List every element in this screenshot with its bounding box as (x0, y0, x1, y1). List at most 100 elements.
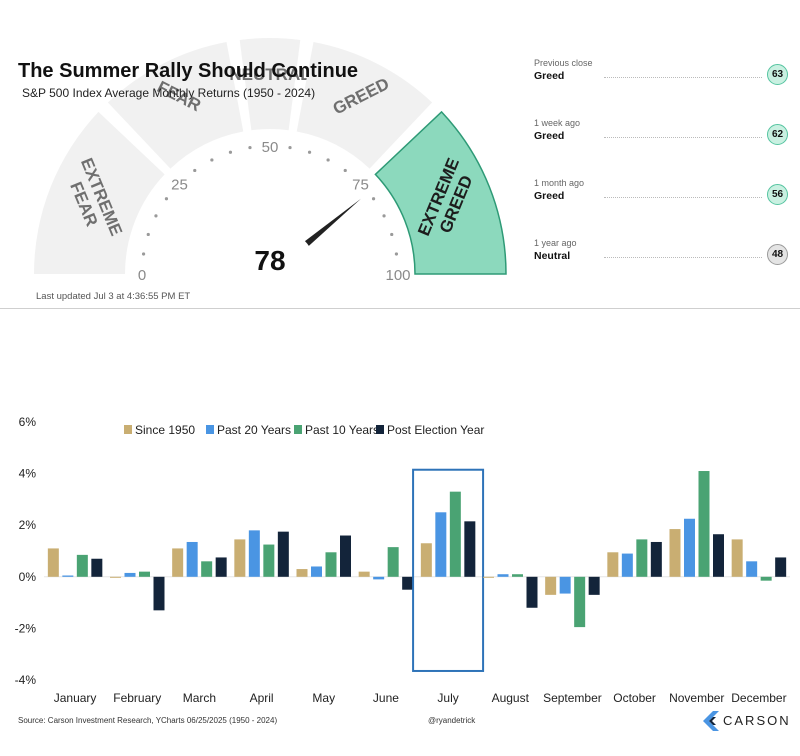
gauge-scale-dot (371, 197, 376, 201)
x-tick-label: July (437, 691, 458, 705)
bar-since-1950 (110, 576, 121, 578)
carson-logo-icon (703, 711, 719, 731)
bar-past-20-years (684, 518, 695, 577)
gauge-value: 78 (254, 245, 285, 276)
x-tick-label: October (613, 691, 656, 705)
history-leader-dots (604, 77, 762, 78)
y-tick-label: 4% (19, 467, 37, 481)
carson-logo-text: CARSON (723, 713, 791, 728)
x-tick-label: February (113, 691, 161, 705)
history-score-badge: 48 (767, 244, 788, 265)
x-tick-label: September (543, 691, 602, 705)
y-tick-label: -4% (15, 673, 37, 687)
bar-post-election-year (402, 576, 414, 590)
legend-label: Since 1950 (135, 423, 195, 437)
bar-past-10-years (512, 574, 523, 577)
chart-handle: @ryandetrick (428, 716, 476, 725)
gauge-tick-label: 0 (138, 267, 146, 284)
bar-past-20-years (435, 512, 447, 577)
chart-source: Source: Carson Investment Research, YCha… (18, 716, 278, 725)
bar-post-election-year (650, 541, 662, 577)
history-period: 1 week ago (534, 118, 581, 128)
bar-past-20-years (186, 541, 198, 577)
bar-post-election-year (588, 576, 600, 595)
bar-since-1950 (420, 543, 432, 577)
bar-past-10-years (760, 576, 772, 581)
bar-since-1950 (669, 529, 681, 577)
gauge-scale-dot (394, 252, 399, 256)
bar-post-election-year (277, 531, 289, 577)
y-tick-label: 2% (19, 518, 37, 532)
legend-label: Past 10 Years (305, 423, 379, 437)
gauge-section-fear (107, 42, 244, 169)
gauge-scale-dot (193, 168, 197, 173)
bar-past-10-years (698, 471, 710, 577)
bar-past-20-years (311, 566, 322, 577)
y-tick-label: 0% (19, 570, 37, 584)
y-tick-label: -2% (15, 621, 37, 635)
history-leader-dots (604, 197, 762, 198)
x-tick-label: May (312, 691, 335, 705)
history-period: 1 year ago (534, 238, 577, 248)
bar-past-20-years (621, 553, 633, 577)
bar-past-10-years (325, 552, 337, 577)
bar-since-1950 (358, 571, 370, 577)
gauge-section-neutral (239, 38, 301, 131)
gauge-needle (297, 198, 361, 253)
x-tick-label: August (492, 691, 530, 705)
gauge-scale-dot (228, 150, 233, 154)
gauge-scale-dot (390, 232, 394, 237)
bar-past-20-years (746, 561, 758, 577)
gauge-tick-label: 50 (262, 139, 279, 156)
last-updated-text: Last updated Jul 3 at 4:36:55 PM ET (36, 291, 191, 302)
bar-past-20-years (124, 572, 136, 577)
gauge-label-neutral: NEUTRAL (229, 65, 310, 84)
bar-past-20-years (248, 530, 260, 577)
legend-swatch (124, 425, 132, 434)
gauge-tick-label: 100 (385, 267, 410, 284)
gauge-tick-label: 25 (171, 176, 188, 193)
gauge-scale-dot (146, 232, 150, 237)
gauge-scale-dot (141, 252, 146, 256)
history-period: Previous close (534, 58, 593, 68)
bar-since-1950 (731, 539, 743, 577)
legend-swatch (376, 425, 384, 434)
history-leader-dots (604, 257, 762, 258)
history-score-badge: 63 (767, 64, 788, 85)
x-tick-label: June (373, 691, 399, 705)
x-tick-label: January (54, 691, 97, 705)
legend-swatch (294, 425, 302, 434)
bar-past-20-years (62, 575, 74, 577)
bar-post-election-year (91, 558, 103, 577)
history-rating: Greed (534, 70, 565, 82)
bar-post-election-year (340, 535, 351, 577)
bar-since-1950 (172, 548, 184, 577)
gauge-hub (222, 226, 318, 322)
x-tick-label: March (183, 691, 216, 705)
gauge-scale-dot (154, 214, 158, 218)
gauge-scale-dot (248, 145, 252, 150)
bar-since-1950 (545, 576, 557, 595)
bar-past-10-years (263, 544, 275, 577)
bar-past-10-years (201, 561, 213, 577)
chart-title: The Summer Rally Should Continue (18, 60, 359, 82)
bar-post-election-year (775, 557, 787, 577)
legend-label: Post Election Year (387, 423, 484, 437)
x-tick-label: November (669, 691, 724, 705)
gauge-scale-dot (307, 150, 312, 154)
bar-since-1950 (296, 569, 308, 577)
gauge-scale-dot (288, 145, 292, 150)
gauge-section-extreme-fear (34, 111, 165, 274)
gauge-section-extreme-greed (374, 110, 507, 275)
bar-post-election-year (464, 521, 476, 577)
gauge-scale-dot (343, 168, 347, 173)
history-row: 1 week ago Greed 62 (534, 118, 792, 145)
bar-past-20-years (373, 576, 385, 580)
gauge-scale-dot (382, 214, 386, 218)
history-row: 1 year ago Neutral 48 (534, 238, 792, 265)
highlight-box (412, 468, 485, 672)
history-row: Previous close Greed 63 (534, 58, 792, 85)
gauge-section-greed (296, 42, 433, 169)
history-score-badge: 62 (767, 124, 788, 145)
